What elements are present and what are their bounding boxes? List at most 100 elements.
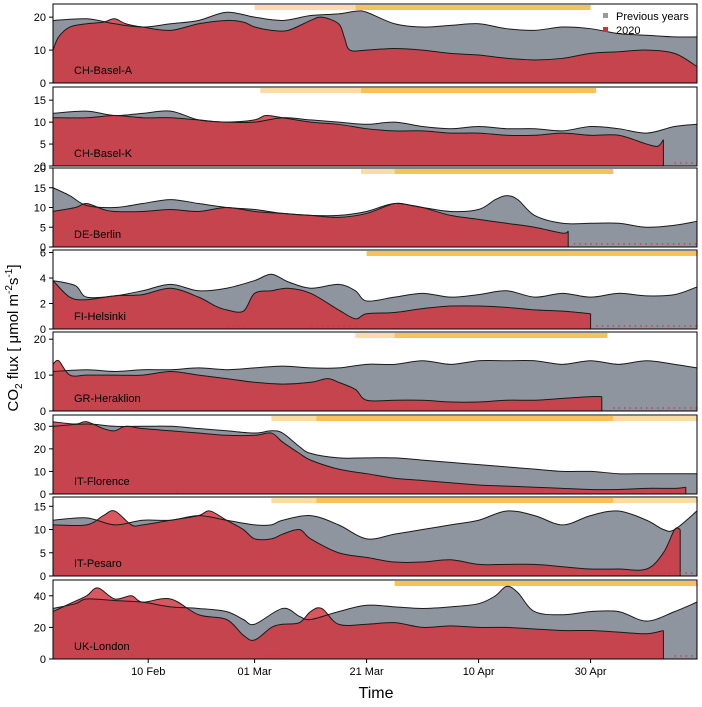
y-tick-label: 0 <box>40 654 46 666</box>
series-2020-line <box>52 16 698 67</box>
lockdown-bar <box>613 416 697 421</box>
panel-fi-helsinki: 0 2 4 6 FI-Helsinki <box>40 248 698 336</box>
y-tick-label: 0 <box>40 571 46 583</box>
series-2020-line <box>52 359 602 403</box>
series-2020-area <box>53 360 602 411</box>
site-label: UK-London <box>74 641 130 653</box>
y-tick-label: 15 <box>34 501 46 513</box>
series-2020-area <box>53 510 681 576</box>
lockdown-bar <box>366 251 697 256</box>
lockdown-bar <box>316 498 613 503</box>
y-tick-label: 0 <box>40 78 46 90</box>
series-2020-line <box>52 587 664 641</box>
legend-swatch-2020 <box>603 27 608 32</box>
lockdown-bar <box>271 416 317 421</box>
y-tick-label: 5 <box>40 222 46 234</box>
site-label: CH-Basel-K <box>74 148 133 160</box>
site-label: FI-Helsinki <box>74 311 126 323</box>
y-tick-label: 10 <box>34 117 46 129</box>
series-2020-line <box>52 421 686 491</box>
legend: Previous years 2020 <box>603 11 689 37</box>
lockdown-bar <box>271 498 317 503</box>
lockdown-bar <box>361 169 395 174</box>
y-axis-title-sub: 2 <box>14 383 25 389</box>
panel-frame <box>52 3 698 84</box>
y-tick-label: 15 <box>34 95 46 107</box>
x-tick-label: 21 Mar <box>349 666 384 678</box>
y-tick-label: 0 <box>40 406 46 418</box>
y-tick-label: 20 <box>34 163 46 175</box>
y-tick-label: 20 <box>34 622 46 634</box>
lockdown-bar <box>394 169 613 174</box>
chart-panels: 01020CH-Basel-A051015CH-Basel-K05101520D… <box>34 3 698 666</box>
y-tick-label: 0 <box>40 242 46 254</box>
panel-de-berlin: 0 5 10 15 20 DE-Berlin <box>34 163 698 254</box>
panel-ch-basel-a: 0 10 20 CH-Basel-A <box>34 3 698 90</box>
panel-frame <box>52 579 698 660</box>
series-previous-years-line <box>52 110 698 134</box>
series-2020-area <box>53 203 569 247</box>
panel-gr-heraklion: 0 10 20 GR-Heraklion <box>34 331 698 418</box>
x-tick-label: 10 Feb <box>131 666 165 678</box>
y-axis-title-close: ] <box>5 264 22 268</box>
panel-it-florence: 0 10 20 30 IT-Florence <box>34 414 698 501</box>
panel-frame <box>52 249 698 330</box>
series-previous-years-line <box>52 585 698 626</box>
series-previous-years-line <box>52 273 698 302</box>
panel-frame <box>52 414 698 495</box>
y-tick-label: 30 <box>34 421 46 433</box>
series-2020-line <box>52 202 569 234</box>
y-tick-label: 20 <box>34 444 46 456</box>
x-axis: 10 Feb 01 Mar 21 Mar 10 Apr 30 Apr <box>131 659 607 678</box>
y-axis-title-sup2: -1 <box>4 268 15 277</box>
panel-frame <box>52 331 698 412</box>
lockdown-bar <box>394 333 608 338</box>
series-2020-line <box>52 114 664 147</box>
y-tick-label: 0 <box>40 324 46 336</box>
site-label: IT-Florence <box>74 476 130 488</box>
panel-ch-basel-k: 0 5 10 15 CH-Basel-K <box>34 86 698 173</box>
panel-uk-london: 0 20 40 UK-London <box>34 579 698 666</box>
y-tick-label: 6 <box>40 248 46 260</box>
series-2020-area <box>53 115 664 166</box>
lockdown-bar <box>355 5 591 10</box>
lockdown-bar <box>254 5 356 10</box>
panel-it-pesaro: 0 5 10 15 IT-Pesaro <box>34 496 698 583</box>
site-label: IT-Pesaro <box>74 558 122 570</box>
y-axis-title-co: CO <box>5 389 22 412</box>
y-axis-title-unit: μmol m <box>5 294 22 343</box>
y-tick-label: 15 <box>34 183 46 195</box>
y-tick-label: 10 <box>34 370 46 382</box>
y-axis-title-unit2: s <box>5 278 22 286</box>
panel-frame <box>52 167 698 248</box>
legend-swatch-previous-years <box>603 13 608 18</box>
panel-frame <box>52 86 698 167</box>
x-tick-label: 01 Mar <box>237 666 272 678</box>
x-axis-title: Time <box>359 685 394 702</box>
lockdown-bar <box>613 498 697 503</box>
legend-label-previous-years: Previous years <box>616 11 689 23</box>
y-tick-label: 2 <box>40 299 46 311</box>
y-axis-title-flux: flux [ <box>5 343 22 383</box>
series-2020-line <box>52 280 591 320</box>
site-label: DE-Berlin <box>74 229 121 241</box>
series-previous-years-line <box>52 10 698 38</box>
y-tick-label: 10 <box>34 466 46 478</box>
y-tick-label: 10 <box>34 45 46 57</box>
y-tick-label: 20 <box>34 12 46 24</box>
series-previous-years-line <box>52 359 698 373</box>
panel-frame <box>52 496 698 577</box>
y-tick-label: 4 <box>40 273 46 285</box>
y-tick-label: 0 <box>40 489 46 501</box>
y-tick-label: 5 <box>40 548 46 560</box>
y-tick-label: 5 <box>40 139 46 151</box>
x-tick-label: 30 Apr <box>575 666 607 678</box>
lockdown-bar <box>260 88 361 93</box>
y-tick-label: 10 <box>34 525 46 537</box>
series-2020-area <box>53 421 686 494</box>
site-label: GR-Heraklion <box>74 393 141 405</box>
series-previous-years-line <box>52 423 697 475</box>
lockdown-bar <box>361 88 597 93</box>
series-2020-area <box>53 587 664 659</box>
